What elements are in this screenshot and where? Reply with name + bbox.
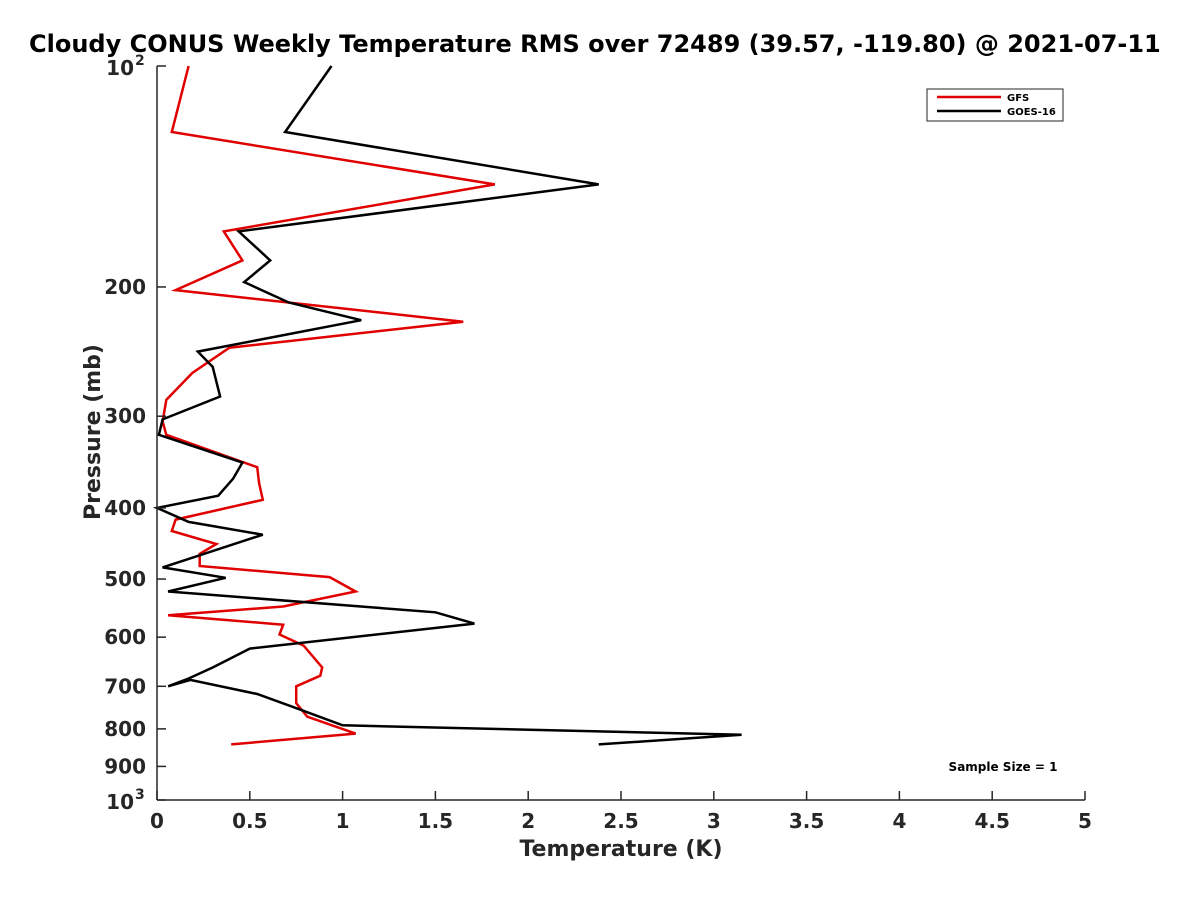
axes-layer: 0 0.5 1 1.5 2 2.5 3 3.5 4 4.5 5 10 2200300400500600… bbox=[104, 53, 1092, 833]
legend-label-gfs: GFS bbox=[1007, 93, 1029, 104]
y-tick-label: 900 bbox=[104, 754, 146, 778]
y-tick-label: 700 bbox=[104, 674, 146, 698]
chart-title: Cloudy CONUS Weekly Temperature RMS over… bbox=[29, 30, 1161, 58]
x-ticks: 0 0.5 1 1.5 2 2.5 3 3.5 4 4.5 5 bbox=[150, 791, 1092, 833]
sample-size-annotation: Sample Size = 1 bbox=[949, 760, 1058, 774]
y-tick-label: 10 bbox=[106, 56, 134, 80]
x-tick-label: 0 bbox=[150, 809, 164, 833]
y-tick-label: 10 bbox=[106, 790, 134, 814]
y-axis-label: Pressure (mb) bbox=[81, 344, 106, 520]
y-tick-label: 600 bbox=[104, 625, 146, 649]
x-tick-label: 0.5 bbox=[232, 809, 267, 833]
legend: GFS GOES-16 bbox=[926, 88, 1064, 122]
x-tick-label: 4 bbox=[892, 809, 906, 833]
y-tick-label: 200 bbox=[104, 275, 146, 299]
y-tick-label: 400 bbox=[104, 496, 146, 520]
legend-label-goes-16: GOES-16 bbox=[1007, 107, 1056, 118]
x-tick-label: 1.5 bbox=[418, 809, 453, 833]
series-line-goes-16 bbox=[152, 65, 742, 746]
y-tick-label: 500 bbox=[104, 567, 146, 591]
x-tick-label: 2.5 bbox=[603, 809, 638, 833]
y-tick-label: 300 bbox=[104, 404, 146, 428]
x-tick-label: 4.5 bbox=[974, 809, 1009, 833]
y-tick-exponent: 3 bbox=[135, 787, 145, 803]
x-tick-label: 1 bbox=[336, 809, 350, 833]
y-tick-exponent: 2 bbox=[135, 53, 145, 69]
x-axis-label: Temperature (K) bbox=[519, 837, 722, 862]
x-tick-label: 3 bbox=[707, 809, 721, 833]
x-tick-label: 3.5 bbox=[789, 809, 824, 833]
series-line-gfs bbox=[161, 65, 496, 746]
x-tick-label: 5 bbox=[1078, 809, 1092, 833]
series-layer bbox=[152, 65, 742, 746]
x-tick-label: 2 bbox=[521, 809, 535, 833]
legend-box bbox=[926, 88, 1064, 122]
y-tick-label: 800 bbox=[104, 717, 146, 741]
